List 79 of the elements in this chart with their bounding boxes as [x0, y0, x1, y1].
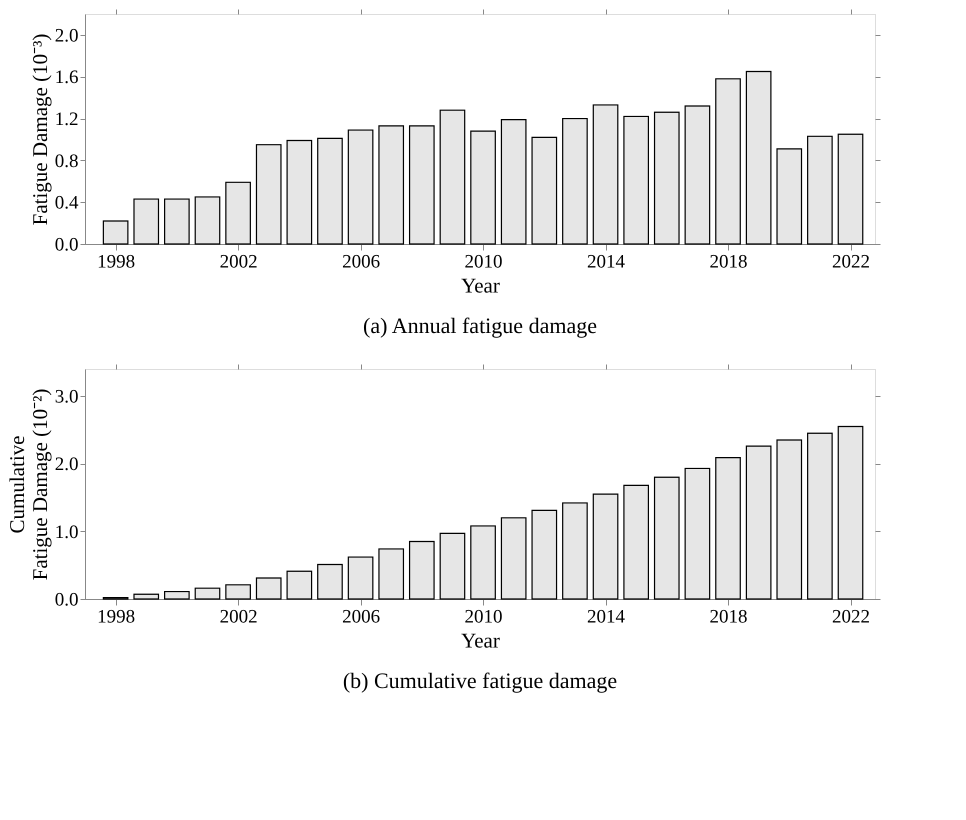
- bar: [408, 540, 435, 600]
- bar: [286, 570, 312, 600]
- bar: [500, 517, 527, 600]
- bar: [408, 125, 435, 245]
- x-tick-label: 2010: [464, 606, 503, 628]
- bar: [348, 129, 374, 245]
- bar: [623, 484, 650, 600]
- y-tick-label: 1.6: [54, 67, 78, 88]
- x-tick-label: 2022: [832, 252, 870, 272]
- bar: [133, 198, 160, 245]
- bar: [838, 426, 864, 600]
- y-tick-label: 1.0: [54, 522, 78, 543]
- bar: [807, 432, 833, 600]
- bar: [225, 182, 251, 245]
- bar: [133, 594, 160, 600]
- y-tick-label: 1.2: [54, 109, 78, 130]
- bar: [592, 104, 618, 245]
- bar: [470, 130, 496, 245]
- bar: [317, 564, 343, 600]
- bar: [317, 138, 343, 245]
- y-axis-title: Fatigue Damage (10⁻³): [28, 34, 52, 226]
- bar: [102, 220, 128, 245]
- x-axis-title: Year: [461, 274, 500, 298]
- bar: [838, 134, 864, 245]
- y-tick-label: 2.0: [54, 454, 78, 476]
- bar: [194, 588, 220, 600]
- bar: [746, 70, 772, 245]
- bar: [684, 105, 710, 245]
- bar: [654, 112, 680, 245]
- x-tick-label: 2014: [587, 252, 626, 272]
- x-tick-label: 1998: [97, 252, 136, 272]
- bar: [807, 136, 833, 245]
- bar: [562, 502, 588, 600]
- bar: [256, 577, 282, 600]
- bar: [654, 476, 680, 600]
- bar: [531, 136, 558, 245]
- bar: [225, 584, 251, 600]
- x-tick-label: 1998: [97, 606, 136, 628]
- y-tick-label: 3.0: [54, 386, 78, 408]
- bar: [348, 556, 374, 600]
- bar: [623, 116, 650, 245]
- y-tick-label: 0.8: [54, 150, 78, 172]
- bar: [500, 118, 527, 245]
- x-tick-label: 2022: [832, 606, 870, 628]
- bar: [776, 148, 802, 245]
- bar: [531, 510, 558, 600]
- text: (b) Cumulative fatigue damage: [342, 668, 618, 693]
- bar: [470, 525, 496, 600]
- bar: [256, 144, 282, 245]
- x-tick-label: 2002: [220, 252, 258, 272]
- bar: [715, 78, 741, 245]
- y-tick-label: 0.0: [54, 234, 78, 256]
- bar: [194, 196, 220, 245]
- bar: [164, 198, 190, 245]
- x-axis-title: Year: [461, 628, 500, 652]
- bar: [715, 457, 741, 600]
- x-tick-label: 2018: [710, 606, 748, 628]
- y-tick-label: 0.4: [54, 192, 79, 214]
- x-tick-label: 2006: [342, 606, 380, 628]
- x-tick-label: 2010: [464, 252, 503, 272]
- bar: [562, 118, 588, 245]
- bar: [378, 125, 404, 245]
- text: (a) Annual fatigue damage: [363, 313, 597, 338]
- x-tick-label: 2014: [587, 606, 626, 628]
- y-axis-title: Cumulative Fatigue Damage (10⁻²): [4, 388, 52, 580]
- bar: [746, 446, 772, 600]
- bar: [776, 439, 802, 600]
- bar: [440, 110, 466, 245]
- bar: [286, 140, 312, 245]
- bar: [440, 532, 466, 600]
- bar: [164, 590, 190, 600]
- x-tick-label: 2018: [710, 252, 748, 272]
- bar: [378, 548, 404, 600]
- bar: [684, 468, 710, 600]
- y-tick-label: 2.0: [54, 25, 78, 46]
- x-tick-label: 2006: [342, 252, 380, 272]
- bar: [592, 494, 618, 600]
- y-tick-label: 0.0: [54, 590, 78, 610]
- x-tick-label: 2002: [220, 606, 258, 628]
